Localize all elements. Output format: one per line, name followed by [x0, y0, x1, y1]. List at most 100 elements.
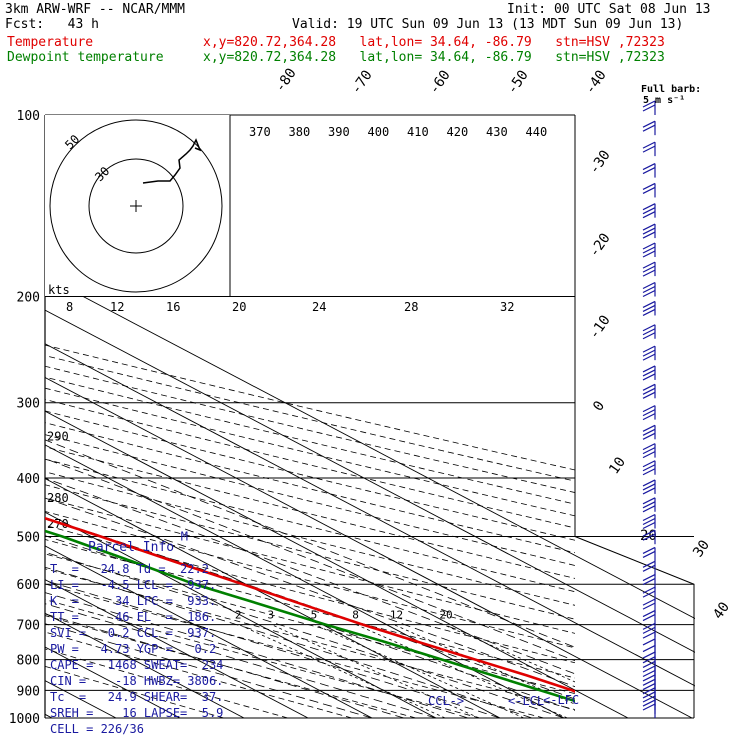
- barb-flag: [642, 369, 656, 377]
- temperature-legend-label: Temperature: [7, 35, 94, 50]
- wind-barb: [642, 546, 656, 562]
- isotherm-grid: [45, 275, 695, 718]
- barb-flag: [642, 223, 656, 231]
- barb-flag: [642, 590, 656, 598]
- isotherm-line: [45, 309, 695, 653]
- barb-flag: [642, 231, 656, 239]
- barb-flag: [642, 564, 656, 572]
- barb-flag: [642, 487, 656, 495]
- barb-flag: [642, 281, 656, 290]
- barb-flag: [642, 424, 656, 432]
- wind-barb: [642, 529, 656, 545]
- mixing-ratio-line: [356, 624, 568, 718]
- pressure-label: 700: [17, 619, 40, 634]
- wind-barb: [642, 622, 656, 638]
- theta-e-label: 390: [328, 125, 350, 139]
- speed-axis-label: 24: [312, 300, 326, 314]
- barb-flag: [642, 674, 656, 682]
- barb-flag: [642, 451, 656, 459]
- mixing-ratio-line: [238, 624, 446, 718]
- wind-barb: [642, 365, 656, 381]
- barb-flag: [642, 546, 656, 554]
- isotherm-label: 10: [606, 454, 629, 477]
- wind-barb: [642, 300, 656, 316]
- isotherm-line: [45, 376, 693, 718]
- barb-flag: [642, 120, 656, 128]
- wind-barb: [642, 460, 656, 476]
- pressure-label: 600: [17, 578, 40, 593]
- theta-e-label: 440: [526, 125, 548, 139]
- isotherm-label: -50: [504, 67, 532, 97]
- barb-flag: [642, 497, 656, 505]
- dry-adiabat-line: [45, 344, 575, 471]
- barb-flag: [642, 207, 656, 215]
- wind-barb: [642, 163, 656, 178]
- hodograph-ring: [49, 119, 223, 293]
- barb-flag: [642, 285, 656, 294]
- barb-flag: [642, 211, 656, 219]
- mixing-ratio-line: [271, 624, 480, 718]
- barb-flag: [642, 163, 656, 171]
- barb-flag: [642, 651, 656, 659]
- wind-barb: [642, 443, 656, 459]
- wind-barb: [642, 610, 656, 625]
- isotherm-line: [45, 511, 437, 718]
- theta-e-label: 380: [289, 125, 311, 139]
- isotherm-label: -40: [582, 67, 610, 97]
- wind-barb: [642, 424, 656, 440]
- pressure-label: 500: [17, 530, 40, 545]
- wind-barb: [642, 324, 656, 340]
- valid-time: Valid: 19 UTC Sun 09 Jun 13 (13 MDT Sun …: [292, 17, 684, 32]
- barb-flag: [642, 289, 656, 298]
- barb-flag: [642, 578, 656, 586]
- wind-barb: [642, 223, 656, 239]
- isotherm-line: [45, 410, 629, 718]
- barb-flag: [642, 460, 656, 468]
- mixing-ratio-lines: [238, 624, 575, 718]
- wind-barb: [642, 405, 656, 421]
- barb-legend-units: 5 m s⁻¹: [643, 95, 686, 106]
- isotherm-line: [45, 444, 565, 718]
- speed-axis-label: 12: [110, 300, 124, 314]
- barb-flag: [642, 483, 656, 491]
- barb-flag: [642, 186, 656, 194]
- barb-flag: [642, 353, 656, 361]
- isotherm-label: -10: [586, 312, 614, 342]
- barb-flag: [642, 598, 656, 606]
- barb-flag: [642, 409, 656, 417]
- barb-flag: [642, 703, 656, 711]
- theta-e-label: 410: [407, 125, 429, 139]
- barb-flag: [642, 269, 656, 277]
- barb-flag: [642, 304, 656, 312]
- forecast-hour: Fcst: 43 h: [5, 17, 99, 32]
- barb-flag: [642, 533, 656, 541]
- barb-flag: [642, 645, 656, 653]
- level-annotation: <-LCL: [508, 694, 544, 708]
- barb-flag: [642, 574, 656, 582]
- barb-flag: [642, 660, 656, 668]
- barb-flag: [642, 145, 656, 153]
- wind-barb: [642, 261, 656, 277]
- theta-e-label: 400: [368, 125, 390, 139]
- barb-flag: [642, 669, 656, 678]
- wind-barb: [642, 479, 656, 495]
- wind-barbs: [642, 100, 656, 718]
- wind-barb: [642, 203, 656, 219]
- isotherm-label: -80: [272, 65, 300, 95]
- parcel-row: CELL = 226/36: [50, 722, 144, 736]
- mixing-ratio-label: 8: [352, 609, 359, 622]
- barb-flag: [642, 328, 656, 336]
- barb-flag: [642, 261, 656, 269]
- moist-adiabat-line: [45, 592, 469, 718]
- barb-flag: [642, 513, 656, 522]
- barb-flag: [642, 586, 656, 594]
- parcel-row: T = 24.8 Td = 22.2: [50, 562, 209, 576]
- parcel-row: Tc = 24.9 SHEAR= 37.: [50, 690, 224, 704]
- wind-barb: [642, 598, 656, 614]
- barb-flag: [642, 550, 656, 558]
- dry-adiabat-line: [45, 615, 416, 718]
- speed-axis-label: 8: [66, 300, 73, 314]
- theta-label: 290: [47, 429, 69, 443]
- theta-label: 280: [47, 491, 69, 505]
- barb-flag: [642, 383, 656, 391]
